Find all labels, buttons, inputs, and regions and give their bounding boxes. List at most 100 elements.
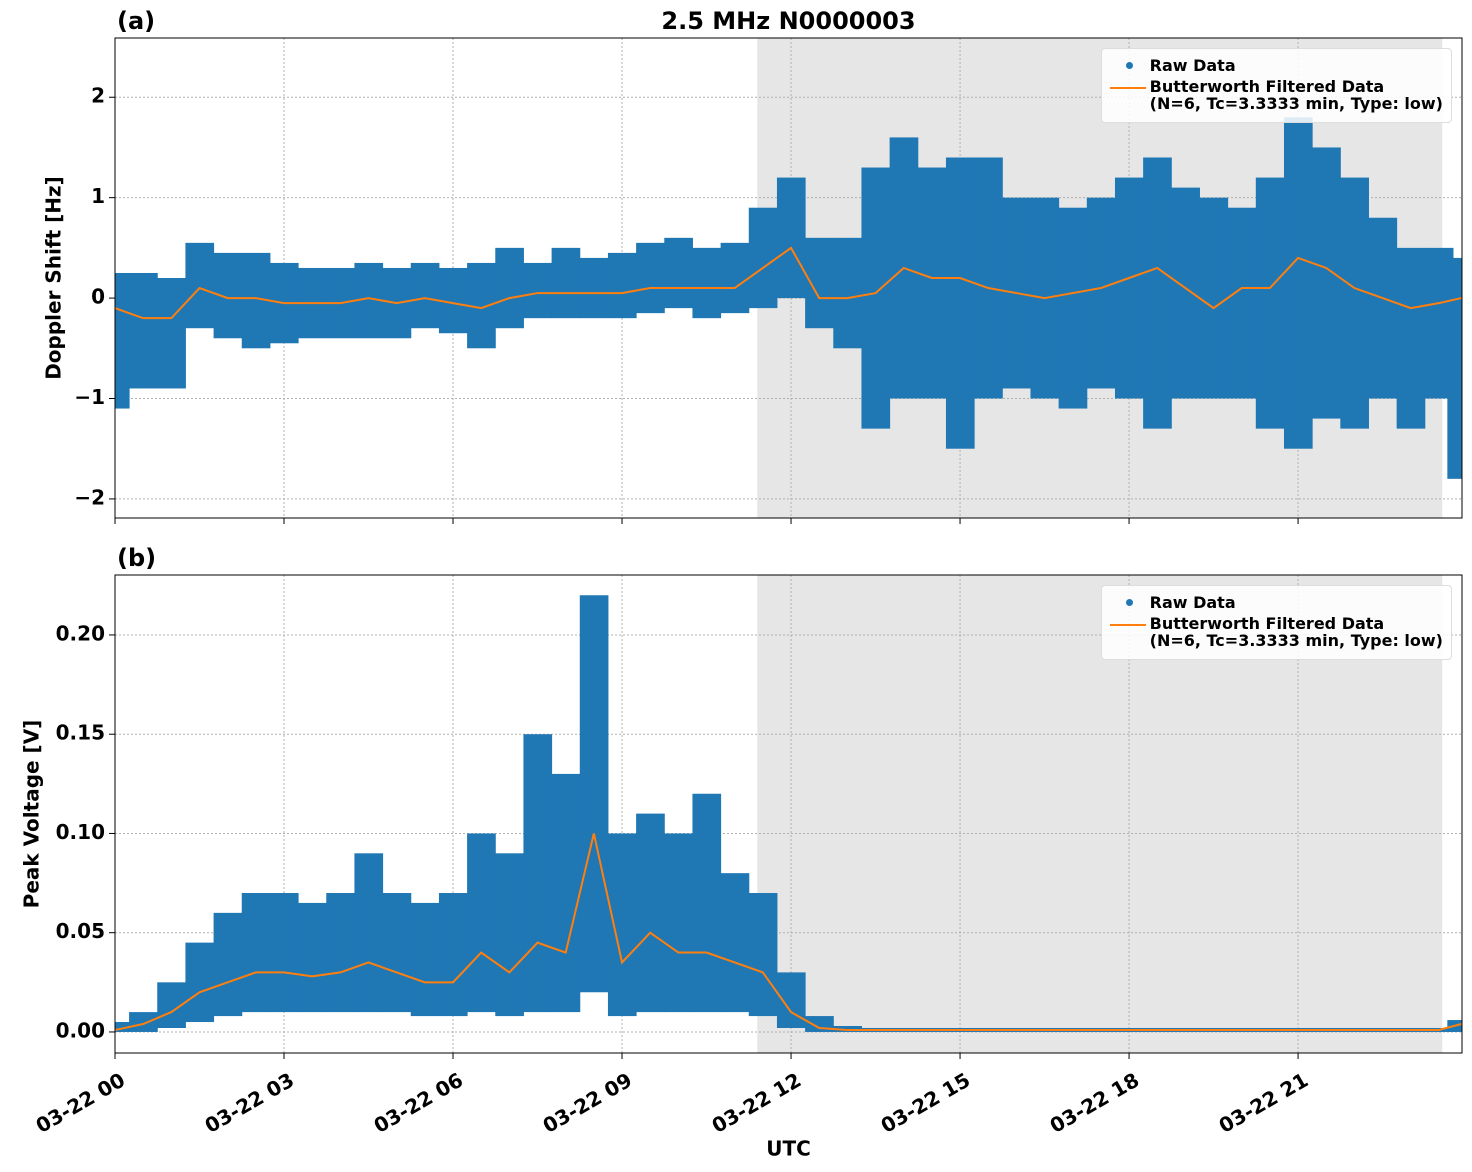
legend: Raw Data Butterworth Filtered Data (N=6, … <box>1100 585 1452 660</box>
raw-data-range <box>115 272 130 409</box>
raw-data-range <box>1086 197 1116 389</box>
raw-data-range <box>636 813 665 1013</box>
raw-data-range <box>129 1012 158 1032</box>
y-tick-label: 0.20 <box>56 621 105 645</box>
legend-label: Raw Data <box>1149 593 1236 612</box>
y-tick-label: 2 <box>91 84 105 108</box>
raw-data-range <box>269 893 299 1013</box>
legend-swatch <box>1125 62 1133 69</box>
legend-key <box>1109 78 1150 95</box>
legend-label: Butterworth Filtered Data (N=6, Tc=3.333… <box>1149 614 1443 650</box>
raw-data-range <box>129 272 158 389</box>
legend-entry: Raw Data <box>1110 57 1443 74</box>
raw-data-range <box>495 247 524 329</box>
legend: Raw Data Butterworth Filtered Data (N=6, … <box>1100 48 1452 123</box>
y-tick-label: 0 <box>91 285 105 309</box>
legend-swatch <box>1125 599 1133 606</box>
raw-data-range <box>607 252 637 319</box>
plot-area <box>115 117 1462 479</box>
x-tick-label: 03-22 06 <box>370 1068 468 1138</box>
raw-data-range <box>551 247 581 319</box>
filtered-line <box>115 833 1462 1031</box>
legend-key <box>1109 615 1150 632</box>
raw-data-range <box>551 773 581 1013</box>
raw-data-range <box>579 595 609 993</box>
y-tick-label: 0.15 <box>56 721 105 745</box>
raw-data-range <box>861 167 891 429</box>
legend-swatch <box>1109 624 1146 626</box>
raw-data-range <box>1447 257 1462 479</box>
raw-data-range <box>438 893 468 1017</box>
x-tick-label: 03-22 21 <box>1215 1068 1313 1138</box>
raw-data-range <box>607 833 637 1017</box>
raw-data-range <box>1255 177 1285 429</box>
y-axis-label: Peak Voltage [V] <box>20 720 44 909</box>
legend-label: Raw Data <box>1149 56 1236 75</box>
raw-data-range <box>185 942 215 1023</box>
raw-data-range <box>157 278 186 389</box>
raw-data-range <box>298 902 327 1013</box>
raw-data-range <box>692 793 722 1013</box>
raw-data-range <box>410 902 440 1017</box>
raw-data-range <box>1368 217 1398 399</box>
raw-data-range <box>382 893 412 1013</box>
raw-data-range <box>579 257 609 319</box>
raw-data-range <box>720 242 750 314</box>
y-axis-label: Doppler Shift [Hz] <box>42 176 66 380</box>
raw-data-range <box>1340 177 1369 429</box>
raw-data-range <box>1199 197 1229 399</box>
raw-data-range <box>748 207 778 309</box>
raw-data-range <box>776 972 806 1028</box>
raw-data-range <box>664 833 693 1013</box>
raw-data-range <box>664 237 693 309</box>
y-tick-label: 0.05 <box>56 919 105 943</box>
raw-data-range <box>213 912 243 1017</box>
raw-data-range <box>241 893 271 1013</box>
chart-title: 2.5 MHz N0000003 <box>661 7 915 35</box>
raw-data-range <box>917 167 947 399</box>
raw-data-range <box>945 157 975 449</box>
legend-label: Butterworth Filtered Data (N=6, Tc=3.333… <box>1149 77 1443 113</box>
y-tick-label: 0.00 <box>56 1018 105 1042</box>
panel-label: (a) <box>117 7 155 35</box>
x-axis-label: UTC <box>766 1137 811 1161</box>
raw-data-range <box>1227 207 1257 399</box>
legend-key <box>1110 594 1150 611</box>
x-tick-label: 03-22 18 <box>1046 1068 1144 1138</box>
raw-data-range <box>495 853 524 1017</box>
raw-data-range <box>467 833 496 1013</box>
raw-data-range <box>1396 247 1426 429</box>
filtered-line <box>115 246 1462 320</box>
raw-data-range <box>636 242 665 314</box>
raw-data-range <box>1283 117 1313 449</box>
raw-data-range <box>354 853 384 1013</box>
raw-data-range <box>776 177 806 299</box>
raw-data-range <box>833 237 862 349</box>
plot-area <box>115 595 1462 1032</box>
raw-data-range <box>1171 187 1200 399</box>
raw-data-range <box>1114 177 1144 399</box>
legend-key <box>1110 57 1150 74</box>
raw-data-range <box>805 237 834 329</box>
x-tick-label: 03-22 15 <box>877 1068 975 1138</box>
x-tick-label: 03-22 03 <box>201 1068 299 1138</box>
raw-data-range <box>326 893 355 1013</box>
raw-data-range <box>974 157 1003 399</box>
raw-data-range <box>410 262 440 329</box>
panel-label: (b) <box>117 544 156 572</box>
plot-frame <box>114 574 1463 1054</box>
raw-data-range <box>1143 157 1172 429</box>
plot-frame <box>114 37 1463 519</box>
raw-data-range <box>523 262 553 319</box>
y-tick-label: −1 <box>74 385 105 409</box>
raw-data-range <box>185 242 215 329</box>
x-tick-label: 03-22 09 <box>539 1068 637 1138</box>
raw-data-range <box>1312 147 1341 419</box>
raw-data-range <box>523 734 553 1013</box>
raw-data-range <box>115 1022 130 1032</box>
legend-entry: Butterworth Filtered Data (N=6, Tc=3.333… <box>1109 77 1443 113</box>
legend-swatch <box>1109 87 1146 89</box>
x-tick-label: 03-22 12 <box>708 1068 806 1138</box>
